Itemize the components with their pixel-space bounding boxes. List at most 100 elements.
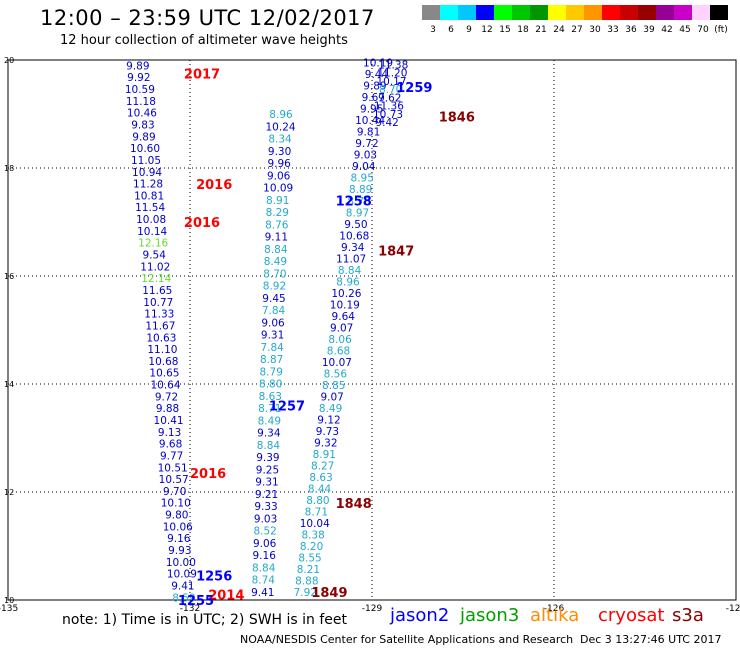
wave-height-value: 10.19	[330, 299, 360, 311]
wave-height-value: 10.10	[161, 498, 191, 510]
wave-height-value: 8.27	[311, 460, 334, 472]
wave-height-value: 9.88	[156, 403, 179, 415]
colorbar-label: 45	[679, 25, 690, 35]
wave-height-value: 7.92	[294, 587, 317, 599]
wave-height-value: 9.45	[262, 293, 285, 305]
satellite-legend-item: cryosat	[598, 605, 665, 626]
wave-height-value: 10.00	[166, 557, 196, 569]
wave-height-value: 10.14	[137, 226, 167, 238]
colorbar-label: 15	[499, 25, 510, 35]
wave-height-value: 9.95	[360, 104, 383, 116]
wave-height-value: 10.41	[154, 415, 184, 427]
colorbar-label: (ft)	[714, 25, 728, 35]
y-tick-label: 14	[4, 380, 14, 389]
wave-height-value: 8.71	[305, 506, 328, 518]
wave-height-value: 9.54	[143, 250, 167, 262]
wave-height-value: 11.28	[133, 179, 163, 191]
colorbar-label: 27	[571, 25, 582, 35]
colorbar-label: 18	[517, 25, 529, 35]
wave-height-value: 8.79	[260, 366, 283, 378]
wave-height-value: 9.83	[131, 120, 154, 132]
wave-height-value: 8.68	[327, 345, 350, 357]
wave-height-value: 11.67	[145, 320, 175, 332]
wave-height-value: 9.39	[256, 452, 279, 464]
wave-height-value: 8.63	[259, 391, 282, 403]
wave-height-value: 10.77	[143, 297, 173, 309]
colorbar-label: 39	[643, 25, 655, 35]
wave-height-value: 8.84	[257, 440, 281, 452]
wave-height-value: 9.07	[320, 391, 343, 403]
wave-height-value: 9.25	[256, 464, 279, 476]
wave-height-value: 10.19	[363, 58, 393, 70]
wave-height-value: 10.60	[130, 143, 160, 155]
wave-height-value: 9.77	[160, 450, 183, 462]
satellite-legend-item: altika	[530, 605, 580, 626]
wave-height-value: 8.92	[263, 281, 286, 293]
wave-height-value: 11.07	[336, 253, 366, 265]
wave-height-value: 9.13	[158, 427, 181, 439]
wave-height-value: 10.46	[127, 108, 157, 120]
wave-height-value: 8.87	[260, 354, 283, 366]
wave-height-value: 9.31	[255, 477, 278, 489]
wave-height-value: 10.57	[159, 474, 189, 486]
wave-height-value: 8.85	[322, 380, 345, 392]
credit-text: NOAA/NESDIS Center for Satellite Applica…	[240, 633, 574, 646]
x-tick-label: -135	[0, 604, 18, 612]
wave-height-value: 10.07	[322, 357, 352, 369]
wave-height-value: 8.34	[268, 134, 292, 146]
wave-height-value: 8.49	[264, 256, 287, 268]
colorbar-swatch	[458, 5, 476, 20]
wave-height-value: 8.80	[306, 495, 329, 507]
colorbar-label: 36	[625, 25, 637, 35]
pass-label: 1259	[396, 81, 432, 96]
wave-height-value: 9.31	[261, 330, 284, 342]
y-tick-label: 18	[4, 164, 14, 173]
wave-height-value: 10.26	[331, 288, 361, 300]
wave-height-value: 11.20	[377, 68, 407, 80]
wave-height-value: 9.62	[378, 92, 401, 104]
wave-height-value: 8.96	[336, 276, 360, 288]
pass-label: 1256	[196, 570, 232, 585]
wave-height-value: 10.94	[132, 167, 162, 179]
wave-height-value: 8.91	[266, 195, 289, 207]
wave-height-value: 12.14	[141, 273, 171, 285]
wave-height-value: 8.70	[347, 196, 370, 208]
pass-label: 1257	[269, 400, 305, 415]
colorbar-label: 9	[466, 25, 472, 35]
wave-height-value: 9.50	[344, 219, 367, 231]
wave-height-value: 9.89	[132, 131, 155, 143]
wave-height-value: 11.05	[131, 155, 161, 167]
colorbar-label: 6	[448, 25, 454, 35]
colorbar-swatch	[656, 5, 674, 20]
x-tick-label: -129	[362, 604, 383, 612]
colorbar-swatch	[674, 5, 692, 20]
wave-height-value: 9.07	[330, 322, 353, 334]
wave-height-value: 8.84	[264, 244, 288, 256]
wave-height-value: 11.10	[147, 344, 177, 356]
wave-height-value: 8.63	[309, 472, 332, 484]
pass-label: 1258	[336, 194, 372, 209]
pass-label: 1847	[378, 245, 414, 260]
colorbar-swatch	[710, 5, 728, 20]
units-note: note: 1) Time is in UTC; 2) SWH is in fe…	[62, 612, 348, 628]
wave-height-value: 9.70	[163, 486, 186, 498]
satellite-legend-item: jason2	[390, 605, 450, 626]
wave-height-value: 8.96	[269, 109, 293, 121]
generation-timestamp: Dec 3 13:27:46 UTC 2017	[580, 633, 722, 646]
wave-height-value: 8.74	[252, 575, 276, 587]
wave-height-value: 8.70	[263, 268, 286, 280]
x-tick-label: -123	[726, 604, 740, 612]
colorbar-label: 30	[589, 25, 601, 35]
wave-height-value: 8.38	[301, 529, 324, 541]
wave-height-value: 9.32	[314, 437, 337, 449]
wave-height-value: 8.91	[313, 449, 336, 461]
colorbar-label: 21	[535, 25, 546, 35]
wave-height-value: 7.84	[260, 342, 284, 354]
wave-height-value: 8.97	[346, 207, 369, 219]
y-tick-label: 12	[4, 488, 14, 497]
wave-height-value: 9.73	[316, 426, 339, 438]
wave-height-value: 9.04	[352, 161, 376, 173]
wave-height-value: 9.34	[341, 242, 365, 254]
wave-height-value: 9.68	[159, 439, 182, 451]
colorbar-swatch	[584, 5, 602, 20]
